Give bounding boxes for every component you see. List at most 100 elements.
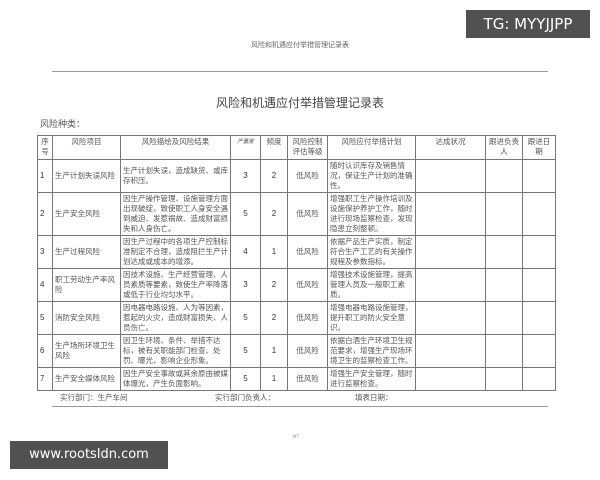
risk-item: 生产计划失误风险 (52, 159, 121, 193)
col-header: 达成状况 (415, 135, 486, 160)
risk-item: 消防安全风险 (52, 301, 121, 335)
risk-item: 生产安全媒体风险 (52, 367, 121, 391)
header-divider (52, 71, 548, 72)
col-header: 跟进日期 (522, 135, 556, 160)
col-header: 跟进负责人 (485, 135, 523, 160)
row-number: 6 (37, 334, 53, 368)
row-number: 1 (37, 159, 53, 193)
risk-table: 序号 风险项目 风险描绘及风险结果 严重度 频度 风险控制评估等级 风险应付举措… (37, 135, 556, 391)
risk-level: 低风险 (287, 334, 328, 368)
response-plan: 增强技术设施管理，提高管理人员及一般职工素质。 (327, 268, 416, 302)
row-number: 7 (37, 367, 53, 391)
frequency: 2 (260, 159, 288, 193)
table-row: 6 生产场所环境卫生风险 因卫生环境、条件、举措不达标，被有关职能部门检查、处罚、曝… (37, 334, 556, 368)
status-cell (415, 367, 486, 391)
footer-date: 填表日期： (355, 393, 393, 402)
date-cell (522, 235, 556, 269)
frequency: 2 (260, 268, 288, 302)
table-header-row: 序号 风险项目 风险描绘及风险结果 严重度 频度 风险控制评估等级 风险应付举措… (37, 135, 556, 160)
table-row: 5 消防安全风险 因电器电路设施、人为等因素，惹起的火灾，造成财富损失、人员伤亡。 5… (37, 301, 556, 335)
owner-cell (485, 192, 523, 236)
severity: 5 (230, 301, 261, 335)
severity: 5 (230, 334, 261, 368)
status-cell (415, 334, 486, 368)
risk-level: 低风险 (287, 192, 328, 236)
risk-level: 低风险 (287, 367, 328, 391)
response-plan: 依据产品生产实质，制定符合生产工艺的有关操作规程及参数指标。 (327, 235, 416, 269)
response-plan: 依据白酒生产环境卫生规范要求，增强生产现场环境卫生的监察检查工作。 (327, 334, 416, 368)
owner-cell (485, 301, 523, 335)
frequency: 1 (260, 367, 288, 391)
response-plan: 增强职工生产操作培训及设施保护养护工作，随时进行现场监察检查，发现隐患立刻整顿。 (327, 192, 416, 236)
col-header: 频度 (260, 135, 288, 160)
footer-dept-head: 实行部门负责人： (215, 393, 275, 402)
row-number: 2 (37, 192, 53, 236)
severity: 3 (230, 159, 261, 193)
frequency: 1 (260, 334, 288, 368)
owner-cell (485, 159, 523, 193)
col-header: 严重度 (230, 135, 261, 160)
severity: 5 (230, 192, 261, 236)
date-cell (522, 159, 556, 193)
watermark-top: TG: MYYJJPP (466, 10, 590, 38)
col-header: 风险控制评估等级 (287, 135, 328, 160)
severity: 4 (230, 235, 261, 269)
risk-description: 因电器电路设施、人为等因素，惹起的火灾，造成财富损失、人员伤亡。 (120, 301, 231, 335)
risk-level: 低风险 (287, 159, 328, 193)
footer: 实行部门：生产车间 实行部门负责人： 填表日期： (37, 393, 555, 405)
table-row: 7 生产安全媒体风险 因生产安全事故或其余原由被媒体爆光，产生负面影响。 5 1 低风险增… (37, 367, 556, 391)
col-header: 风险项目 (52, 135, 121, 160)
table-row: 4 职工劳动生产率风险 因技术设施、生产经营管理、人员素质等要素，致使生产率降落或低… (37, 268, 556, 302)
status-cell (415, 268, 486, 302)
col-header: 风险描绘及风险结果 (120, 135, 231, 160)
date-cell (522, 301, 556, 335)
risk-item: 职工劳动生产率风险 (52, 268, 121, 302)
table-row: 3 生产过程风险 因生产过程中的各项生产控制标准制定不合理，造成阻拦生产计划达成或成… (37, 235, 556, 269)
risk-level: 低风险 (287, 268, 328, 302)
severity: 3 (230, 268, 261, 302)
risk-description: 生产计划失误，造成缺货、或库存积压。 (120, 159, 231, 193)
owner-cell (485, 334, 523, 368)
risk-description: 因生产操作管理、设施管理方面出现破绽，致使职工人身安全遇到威迫、发惹祸故、造成财… (120, 192, 231, 236)
status-cell (415, 159, 486, 193)
owner-cell (485, 235, 523, 269)
risk-description: 因生产过程中的各项生产控制标准制定不合理，造成阻拦生产计划达成或成本的增添。 (120, 235, 231, 269)
table-row: 1 生产计划失误风险 生产计划失误，造成缺货、或库存积压。 3 2 低风险 随时认识库存及销… (37, 159, 556, 193)
risk-level: 低风险 (287, 301, 328, 335)
frequency: 2 (260, 192, 288, 236)
risk-item: 生产安全风险 (52, 192, 121, 236)
col-header: 风险应付举措计划 (327, 135, 416, 160)
table-and-footer: 序号 风险项目 风险描绘及风险结果 严重度 频度 风险控制评估等级 风险应付举措… (37, 135, 556, 407)
watermark-bottom: www.rootsldn.com (10, 441, 168, 469)
status-cell (415, 235, 486, 269)
date-cell (522, 268, 556, 302)
severity: 5 (230, 367, 261, 391)
response-plan: 增强电器电路设施管理，提升职工的防火安全意识。 (327, 301, 416, 335)
risk-level: 低风险 (287, 235, 328, 269)
col-header: 序号 (37, 135, 53, 160)
response-plan: 增强生产安全管理，随时进行监察检查。 (327, 367, 416, 391)
risk-description: 因技术设施、生产经营管理、人员素质等要素，致使生产率降落或低于行业均匀水平。 (120, 268, 231, 302)
risk-item: 生产过程风险 (52, 235, 121, 269)
footer-dept: 实行部门：生产车间 (60, 393, 128, 402)
row-number: 3 (37, 235, 53, 269)
risk-description: 因生产安全事故或其余原由被媒体爆光，产生负面影响。 (120, 367, 231, 391)
date-cell (522, 334, 556, 368)
page-header: 风险和机遇应付举措管理记录表 (251, 41, 349, 49)
status-cell (415, 192, 486, 236)
risk-kind-label: 风险种类： (40, 120, 86, 130)
row-number: 5 (37, 301, 53, 335)
risk-item: 生产场所环境卫生风险 (52, 334, 121, 368)
owner-cell (485, 367, 523, 391)
response-plan: 随时认识库存及销售情况，保证生产计划的准确性。 (327, 159, 416, 193)
risk-description: 因卫生环境、条件、举措不达标，被有关职能部门检查、处罚、曝光，影响企业形象。 (120, 334, 231, 368)
date-cell (522, 192, 556, 236)
frequency: 1 (260, 235, 288, 269)
page-number: 97 (293, 434, 300, 440)
document-title: 风险和机遇应付举措管理记录表 (215, 96, 384, 110)
frequency: 2 (260, 301, 288, 335)
footer-divider (52, 406, 548, 407)
row-number: 4 (37, 268, 53, 302)
table-row: 2 生产安全风险 因生产操作管理、设施管理方面出现破绽，致使职工人身安全遇到威迫、发… (37, 192, 556, 236)
status-cell (415, 301, 486, 335)
